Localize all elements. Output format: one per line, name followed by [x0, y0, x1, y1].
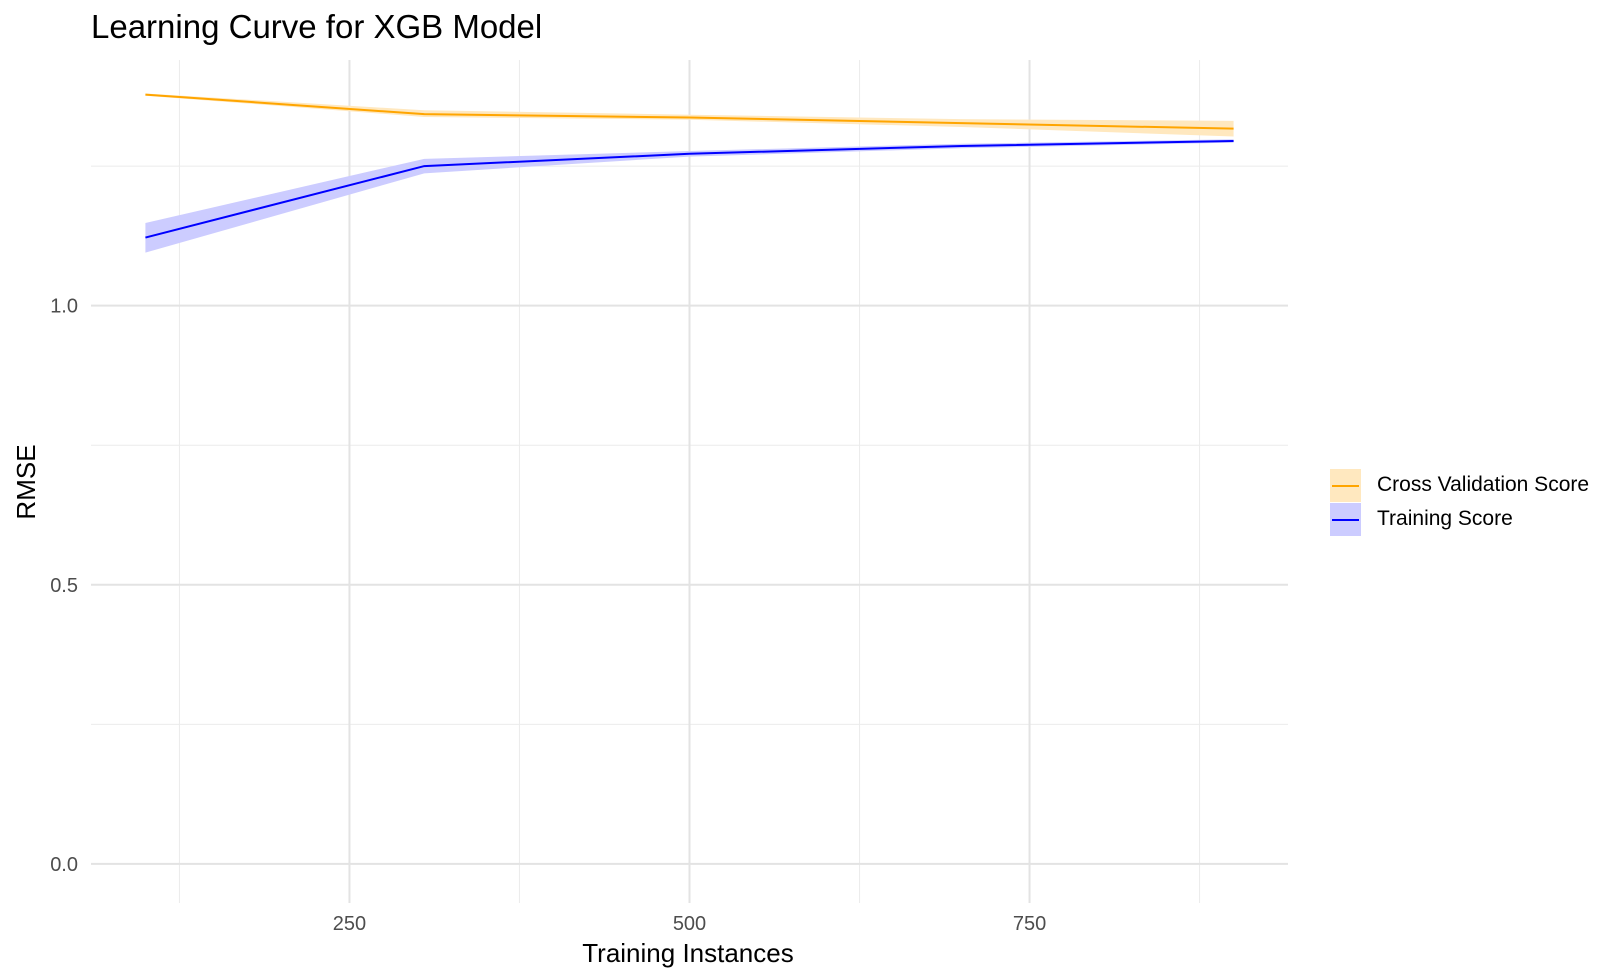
chart-title: Learning Curve for XGB Model — [91, 8, 543, 45]
confidence-band-0 — [145, 93, 1234, 137]
legend-label-training: Training Score — [1377, 507, 1513, 530]
legend-key-line — [1332, 518, 1359, 521]
legend-key-cross-validation — [1330, 468, 1361, 502]
series-line-1 — [145, 139, 1234, 239]
legend-key-training — [1330, 502, 1361, 536]
y-tick-label: 0.5 — [50, 575, 78, 597]
series-lines — [145, 93, 1234, 239]
legend-item-training: Training Score — [1330, 502, 1589, 536]
x-tick-label: 250 — [333, 913, 366, 935]
legend-key-line — [1332, 484, 1359, 487]
legend: Cross Validation Score Training Score — [1330, 468, 1589, 536]
y-tick-label: 0.0 — [50, 854, 78, 876]
y-axis-tick-labels: 0.0 0.5 1.0 — [50, 296, 78, 876]
x-axis-tick-labels: 250 500 750 — [333, 913, 1046, 935]
x-tick-label: 750 — [1013, 913, 1046, 935]
x-tick-label: 500 — [673, 913, 706, 935]
y-axis-label: RMSE — [11, 444, 41, 519]
y-tick-label: 1.0 — [50, 296, 78, 318]
series-line-0 — [145, 93, 1234, 130]
legend-label-cross-validation: Cross Validation Score — [1377, 473, 1590, 496]
grid — [91, 60, 1288, 903]
x-axis-label: Training Instances — [582, 938, 793, 968]
legend-item-cross-validation: Cross Validation Score — [1330, 468, 1589, 502]
